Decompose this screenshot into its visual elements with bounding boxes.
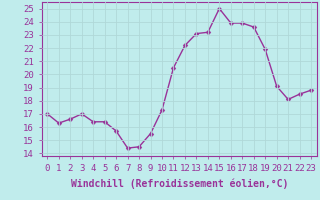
X-axis label: Windchill (Refroidissement éolien,°C): Windchill (Refroidissement éolien,°C) [70, 178, 288, 189]
